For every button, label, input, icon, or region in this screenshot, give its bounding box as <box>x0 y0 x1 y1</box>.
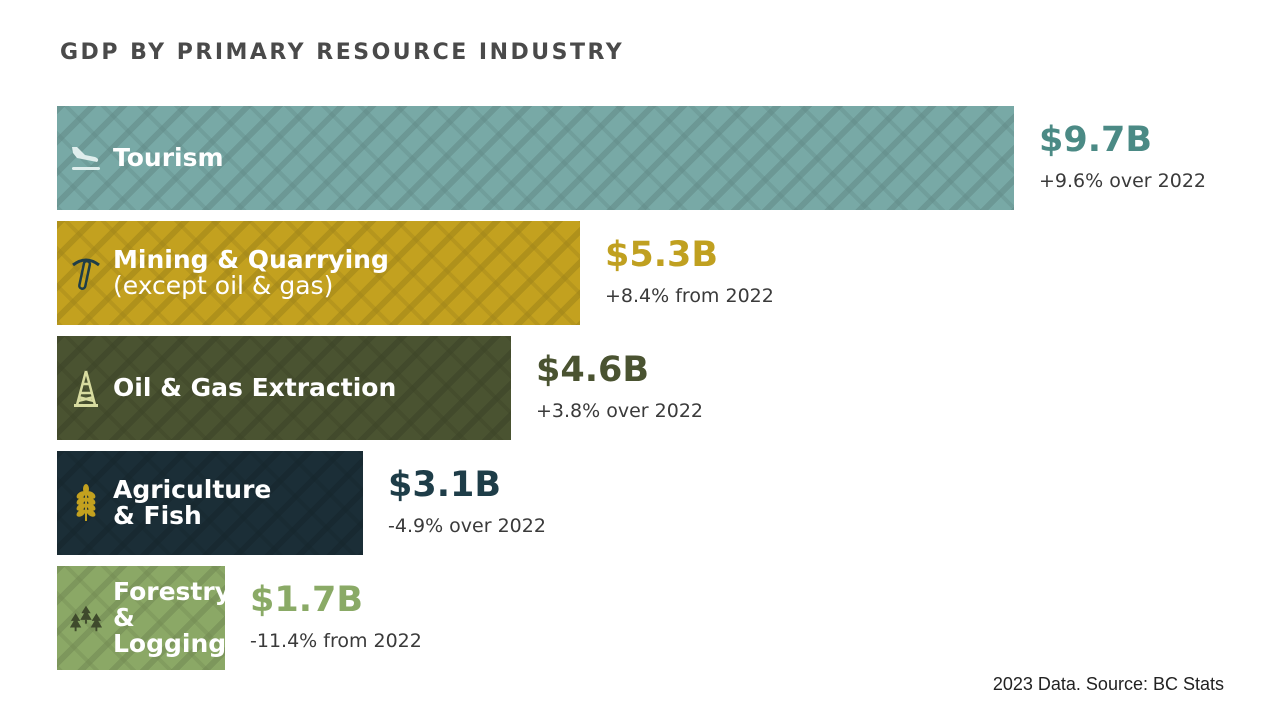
bar-label-text: Oil & Gas Extraction <box>113 373 397 402</box>
pickaxe-icon <box>69 253 103 293</box>
change-label: +9.6% over 2022 <box>1039 170 1206 192</box>
bar-pattern <box>57 221 580 325</box>
change-label: +3.8% over 2022 <box>536 400 703 422</box>
value-label: $5.3B <box>605 235 719 275</box>
chart-title: GDP BY PRIMARY RESOURCE INDUSTRY <box>60 40 625 65</box>
airplane-landing-icon <box>69 138 103 178</box>
bar-tourism: Tourism <box>57 106 1014 210</box>
bar-label-text: Forestry & Logging <box>113 577 225 658</box>
bar-label: Mining & Quarrying (except oil & gas) <box>113 247 389 299</box>
bar-sublabel: (except oil & gas) <box>113 271 334 300</box>
wheat-icon <box>69 483 103 523</box>
change-label: -4.9% over 2022 <box>388 515 546 537</box>
bar-label: Tourism <box>113 145 224 171</box>
bar-label-text: Mining & Quarrying <box>113 245 389 274</box>
value-label: $3.1B <box>388 465 502 505</box>
bar-label: Oil & Gas Extraction <box>113 375 396 401</box>
bar-pattern <box>57 451 363 555</box>
trees-icon <box>69 598 103 638</box>
source-note: 2023 Data. Source: BC Stats <box>992 674 1224 694</box>
bar-mining-quarrying: Mining & Quarrying (except oil & gas) <box>57 221 580 325</box>
bar-oil-gas-extraction: Oil & Gas Extraction <box>57 336 511 440</box>
bar-forestry-logging: Forestry & Logging <box>57 566 225 670</box>
bar-agriculture-fish: Agriculture & Fish <box>57 451 363 555</box>
value-label: $4.6B <box>536 350 650 390</box>
bar-label: Agriculture & Fish <box>113 477 271 529</box>
bar-pattern <box>57 106 1014 210</box>
change-label: +8.4% from 2022 <box>605 285 774 307</box>
value-label: $1.7B <box>250 580 364 620</box>
bar-pattern <box>57 336 511 440</box>
bar-label-text: Agriculture & Fish <box>113 475 272 530</box>
bar-label-text: Tourism <box>113 143 224 172</box>
bar-label: Forestry & Logging <box>113 579 225 657</box>
value-label: $9.7B <box>1039 120 1153 160</box>
oil-derrick-icon <box>69 368 103 408</box>
change-label: -11.4% from 2022 <box>250 630 422 652</box>
